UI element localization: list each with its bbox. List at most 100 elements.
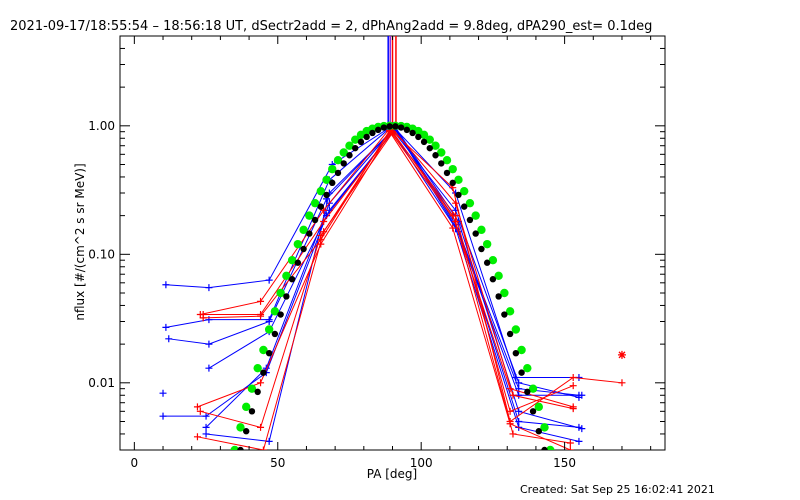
fit-point [455,191,462,199]
fit-curve [230,121,555,450]
fit-point [323,191,330,199]
data-point-plus [569,382,577,390]
fit-point [432,152,439,159]
data-series-line [196,125,626,425]
fit-point [472,230,479,237]
data-point-plus [205,340,213,348]
fit-point [322,175,331,185]
fit-point [489,276,497,283]
data-series-line [162,122,583,399]
fit-point [495,293,502,300]
fit-point [438,160,445,167]
data-point-plus [193,433,201,441]
data-point-plus [205,364,213,372]
data-point-asterisk [617,350,626,359]
fit-point [528,384,538,393]
data-point-plus [452,199,460,207]
x-axis-label: PA [deg] [367,467,417,481]
fit-point [397,124,405,131]
fit-point [501,311,508,318]
fit-point [339,148,348,157]
data-point-plus [162,281,170,289]
fit-point [236,423,245,432]
fit-point [328,164,337,174]
fit-point [270,307,280,316]
fit-point [340,160,347,167]
fit-point [511,325,521,334]
fit-point [420,138,428,146]
data-point-plus [320,218,328,226]
fit-point [460,186,469,196]
series-path [168,126,582,396]
fit-point [466,216,474,224]
data-series-line [202,126,583,431]
data-point-plus [199,314,207,322]
fit-point [425,135,434,144]
fit-point [317,203,324,210]
stray-points [159,350,626,397]
fit-point [540,423,549,432]
fit-point [523,363,532,373]
data-point-plus [257,312,265,320]
fit-point [409,129,416,137]
data-series [159,122,626,450]
fit-point [283,293,290,300]
series-path [200,127,623,423]
created-footer: Created: Sat Sep 25 16:02:41 2021 [520,483,715,496]
fit-point [454,175,463,185]
data-point-plus [265,437,273,445]
fit-point [443,169,451,177]
fit-point [277,311,284,318]
fit-point [300,245,307,253]
fit-point [260,369,267,376]
fit-point [259,345,268,355]
fit-point [448,164,457,174]
fit-point [517,345,526,355]
fit-point [534,402,543,412]
data-point-plus [165,335,173,343]
fit-point [431,141,440,150]
fit-point [494,271,503,281]
data-series-line [193,125,577,413]
data-point-plus [196,407,204,415]
fit-point [287,255,297,265]
fit-point [243,428,250,435]
fit-point [351,135,360,144]
fit-point [294,259,302,266]
data-point-plus [257,297,265,305]
fit-point [264,325,274,334]
fit-point [293,239,303,249]
fit-point [352,144,359,152]
fit-point [311,216,319,224]
data-point-plus [515,407,523,415]
fit-point [437,148,446,157]
fit-point [310,198,320,208]
data-point-plus [566,446,574,450]
fit-point [471,211,480,220]
fit-point [465,198,475,208]
y-tick-label: 1.00 [88,119,115,133]
fit-point [506,330,514,338]
data-point-plus [509,430,517,438]
fit-point [478,245,485,253]
fit-point [380,124,388,131]
fit-point [488,255,498,265]
data-point-plus [205,284,213,292]
fit-point [271,330,279,338]
fit-point [415,133,422,141]
fit-point [477,225,486,235]
series-path [208,127,579,428]
fit-point [306,230,313,237]
chart-title: 2021-09-17/18:55:54 – 18:56:18 UT, dSect… [10,19,652,34]
fit-point [442,156,452,165]
data-point-plus [575,393,583,401]
fit-point [316,186,325,196]
x-tick-label: 100 [410,456,433,470]
data-point-plus [265,318,273,326]
fit-point [449,179,456,187]
fit-point [288,276,296,283]
fit-point [419,130,429,140]
fit-point [374,126,382,134]
data-point-plus [193,403,201,411]
x-tick-label: 150 [553,456,576,470]
